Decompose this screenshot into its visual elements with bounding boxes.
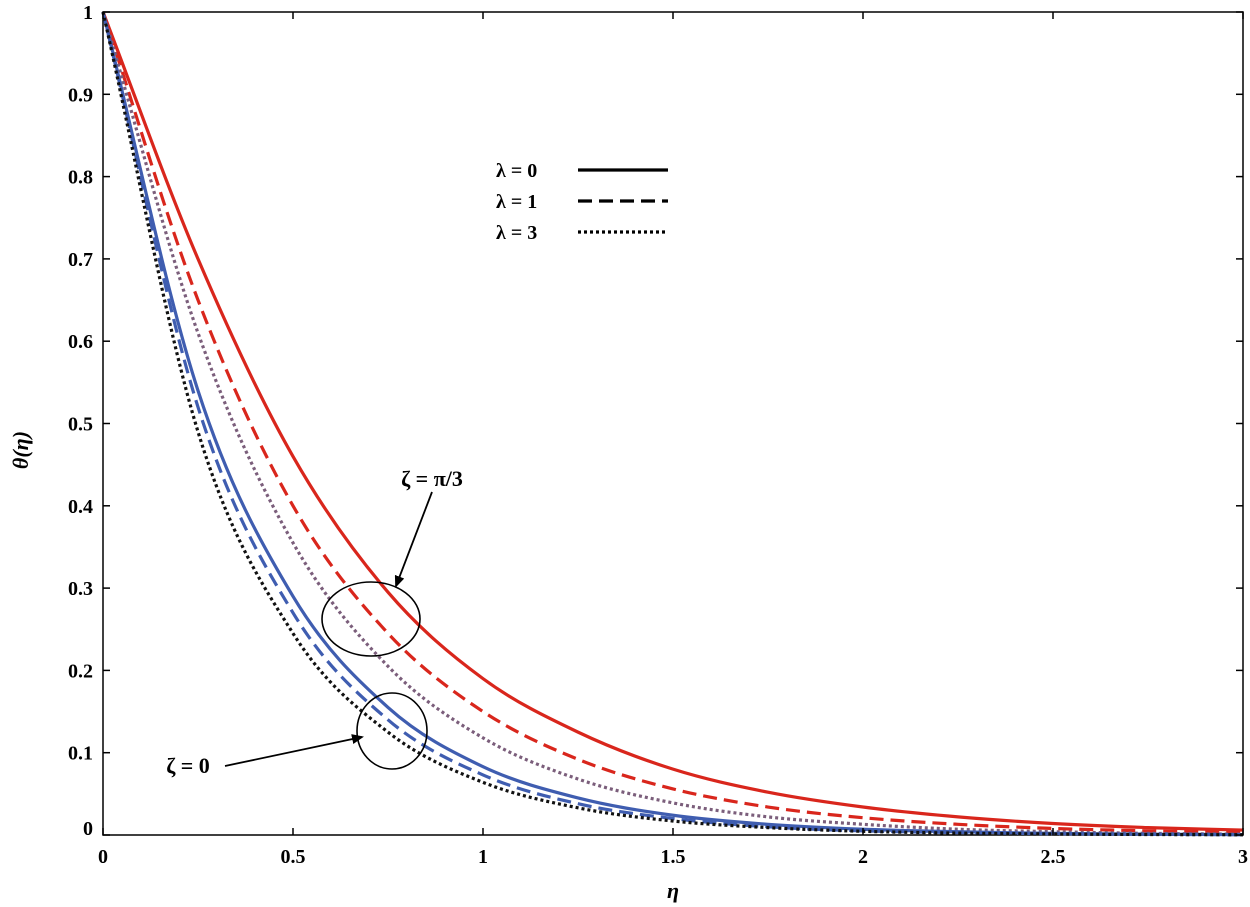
series-line-5 xyxy=(101,11,1244,837)
annotation-ellipse-0 xyxy=(321,581,421,657)
annotation-arrow-1 xyxy=(224,734,364,767)
y-tick-label-9: 0.9 xyxy=(68,84,93,106)
x-tick-label-2: 1 xyxy=(478,846,488,868)
y-tick-label-0: 0 xyxy=(83,818,93,840)
axes: 0 0.5 1 1.5 2 2.5 3 0 0.1 0.2 0.3 0.4 0.5 0.6 0.7 0.8 0.… xyxy=(8,2,1248,903)
series-line-4 xyxy=(101,11,1244,837)
y-tick-label-7: 0.7 xyxy=(68,249,93,271)
legend-label-0: λ = 0 xyxy=(496,160,537,182)
y-tick-label-2: 0.2 xyxy=(68,660,93,682)
annotations: ζ = π/3 ζ = 0 xyxy=(166,466,463,778)
series-line-0 xyxy=(101,11,1244,832)
y-tick-label-8: 0.8 xyxy=(68,167,93,189)
x-tick-label-5: 2.5 xyxy=(1041,846,1066,868)
y-tick-label-6: 0.6 xyxy=(68,331,93,353)
series-line-1 xyxy=(101,11,1244,835)
x-tick-label-1: 0.5 xyxy=(281,846,306,868)
x-tick-label-0: 0 xyxy=(98,846,108,868)
y-tick-label-4: 0.4 xyxy=(68,496,93,518)
series-line-2 xyxy=(101,11,1244,836)
legend: λ = 0 λ = 1 λ = 3 xyxy=(496,160,668,244)
y-axis-title: θ(η) xyxy=(8,431,33,469)
x-tick-label-3: 1.5 xyxy=(661,846,686,868)
y-tick-label-10: 1 xyxy=(83,2,93,24)
legend-label-2: λ = 3 xyxy=(496,222,537,244)
annotation-ellipse-1 xyxy=(356,692,428,770)
legend-label-1: λ = 1 xyxy=(496,191,537,213)
annotation-label-1: ζ = 0 xyxy=(166,753,210,778)
curves xyxy=(101,11,1244,837)
annotation-label-0: ζ = π/3 xyxy=(401,466,463,491)
y-tick-label-3: 0.3 xyxy=(68,578,93,600)
y-tick-label-1: 0.1 xyxy=(68,743,93,765)
x-tick-label-4: 2 xyxy=(858,846,868,868)
y-tick-label-5: 0.5 xyxy=(68,414,93,436)
x-axis-title: η xyxy=(667,878,679,903)
annotation-arrow-0 xyxy=(394,491,433,588)
x-tick-label-6: 3 xyxy=(1238,846,1248,868)
